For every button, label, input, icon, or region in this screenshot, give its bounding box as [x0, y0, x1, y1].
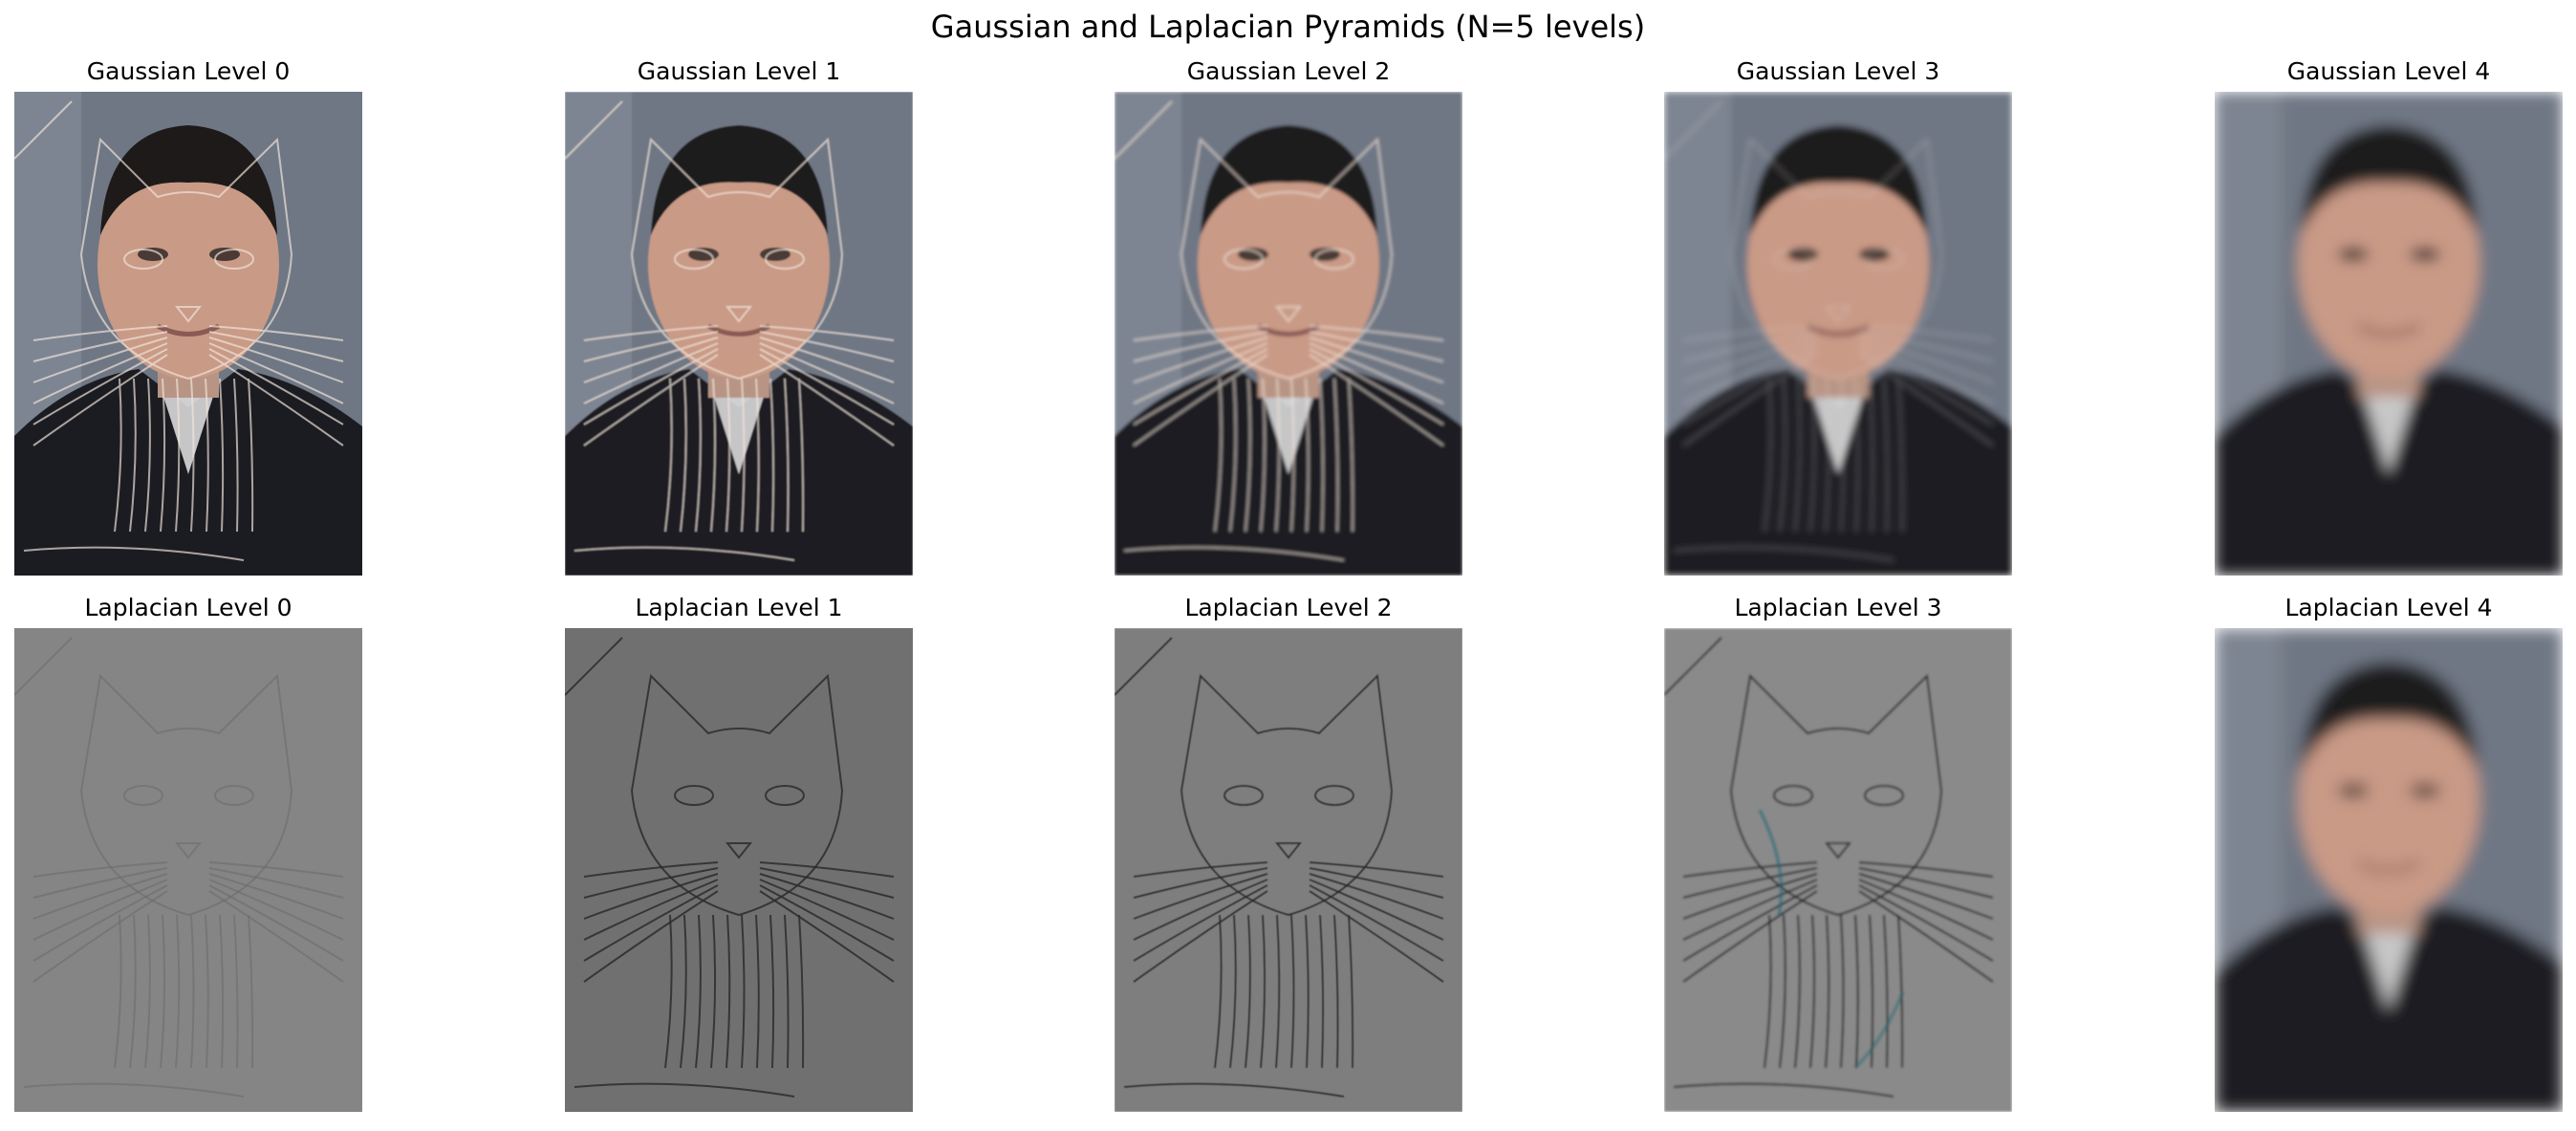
gaussian-level-1-panel: Gaussian Level 1 [565, 57, 913, 576]
gaussian-level-1-image [565, 92, 913, 576]
laplacian-level-3-image [1664, 628, 2012, 1112]
gaussian-level-4-image [2215, 92, 2563, 576]
gaussian-level-1-title: Gaussian Level 1 [637, 57, 841, 85]
laplacian-level-4-title: Laplacian Level 4 [2284, 594, 2493, 621]
gaussian-level-3-title: Gaussian Level 3 [1736, 57, 1940, 85]
gaussian-level-2-image [1115, 92, 1462, 576]
gaussian-level-3-panel: Gaussian Level 3 [1664, 57, 2012, 576]
laplacian-level-1-panel: Laplacian Level 1 [565, 594, 913, 1112]
laplacian-level-0-title: Laplacian Level 0 [84, 594, 292, 621]
laplacian-level-0-panel: Laplacian Level 0 [14, 594, 362, 1112]
laplacian-level-3-title: Laplacian Level 3 [1734, 594, 1942, 621]
gaussian-level-0-title: Gaussian Level 0 [86, 57, 291, 85]
gaussian-level-0-image [14, 92, 362, 576]
laplacian-level-2-panel: Laplacian Level 2 [1115, 594, 1462, 1112]
laplacian-level-3-panel: Laplacian Level 3 [1664, 594, 2012, 1112]
laplacian-level-1-title: Laplacian Level 1 [635, 594, 843, 621]
gaussian-level-4-panel: Gaussian Level 4 [2215, 57, 2563, 576]
gaussian-level-2-panel: Gaussian Level 2 [1115, 57, 1462, 576]
laplacian-level-0-image [14, 628, 362, 1112]
laplacian-level-4-image [2215, 628, 2563, 1112]
gaussian-level-3-image [1664, 92, 2012, 576]
laplacian-level-1-image [565, 628, 913, 1112]
figure-title: Gaussian and Laplacian Pyramids (N=5 lev… [930, 9, 1646, 45]
laplacian-level-4-panel: Laplacian Level 4 [2215, 594, 2563, 1112]
laplacian-level-2-title: Laplacian Level 2 [1184, 594, 1393, 621]
gaussian-level-4-title: Gaussian Level 4 [2286, 57, 2491, 85]
gaussian-level-0-panel: Gaussian Level 0 [14, 57, 362, 576]
gaussian-level-2-title: Gaussian Level 2 [1186, 57, 1391, 85]
laplacian-level-2-image [1115, 628, 1462, 1112]
